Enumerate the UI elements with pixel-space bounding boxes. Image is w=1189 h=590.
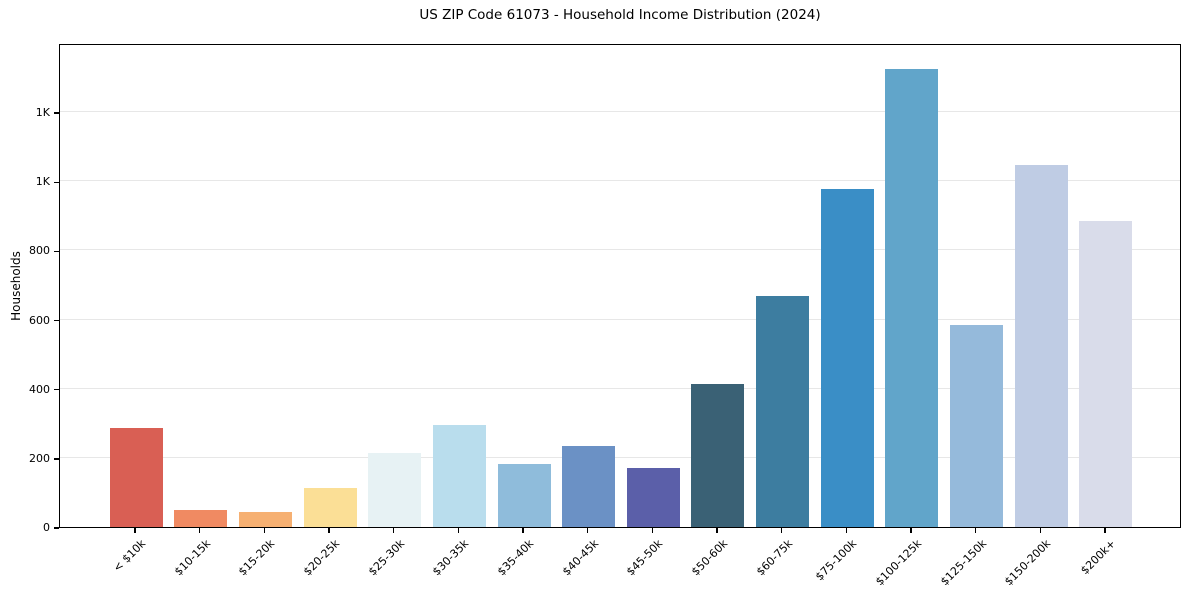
x-tick-label: $75-100k — [813, 537, 860, 584]
x-tick-mark — [974, 528, 977, 533]
x-tick-mark — [1039, 528, 1041, 533]
x-tick-mark — [263, 528, 266, 533]
x-tick-label: $50-60k — [688, 537, 731, 579]
x-tick-label: $40-45k — [559, 537, 601, 579]
bar-$200k+ — [1079, 221, 1133, 527]
y-tick-mark — [54, 389, 59, 391]
bar-$45-50k — [626, 468, 680, 527]
bar-$100-125k — [885, 68, 939, 527]
bar-$40-45k — [562, 446, 616, 527]
x-tick-mark — [198, 528, 201, 533]
x-tick-label: $15-20k — [236, 537, 278, 579]
x-tick-label: $10-15k — [171, 537, 213, 579]
x-tick-label: $60-75k — [753, 537, 795, 579]
x-tick-label: $25-30k — [365, 537, 407, 579]
x-tick-label: < $10k — [110, 537, 149, 575]
y-tick-mark — [54, 458, 59, 460]
y-tick-mark — [54, 181, 59, 183]
bar-< $10k — [109, 428, 163, 527]
x-tick-label: $20-25k — [300, 537, 343, 579]
y-tick-label: 1K — [35, 175, 50, 189]
bar-$20-25k — [303, 487, 357, 527]
bar-$50-60k — [691, 383, 745, 527]
gridline — [60, 180, 1180, 182]
y-tick-mark — [54, 112, 59, 114]
gridline — [60, 387, 1180, 389]
x-tick-label: $150-200k — [1002, 537, 1054, 589]
gridline — [60, 111, 1180, 113]
x-tick-label: $100-125k — [873, 537, 925, 589]
bar-$60-75k — [756, 296, 810, 527]
x-tick-mark — [716, 528, 718, 533]
gridline — [60, 249, 1180, 251]
bar-$25-30k — [368, 453, 422, 527]
bar-$10-15k — [174, 509, 228, 527]
x-tick-mark — [586, 528, 589, 533]
x-tick-label: $35-40k — [494, 537, 537, 579]
y-tick-mark — [54, 250, 59, 253]
x-tick-label: $125-150k — [937, 537, 989, 589]
x-tick-mark — [910, 528, 912, 533]
y-tick-label: 600 — [29, 313, 50, 327]
bar-$125-150k — [950, 325, 1004, 527]
plot-area — [59, 44, 1181, 528]
y-tick-label: 400 — [29, 382, 50, 396]
x-tick-mark — [457, 528, 460, 533]
x-tick-mark — [328, 528, 330, 533]
x-tick-mark — [845, 528, 847, 533]
x-tick-mark — [780, 528, 783, 533]
y-tick-mark — [54, 319, 59, 322]
gridline — [60, 456, 1180, 458]
bar-$75-100k — [820, 188, 874, 527]
y-tick-label: 1K — [35, 106, 50, 120]
bar-$150-200k — [1014, 164, 1068, 527]
x-tick-label: $30-35k — [430, 537, 472, 579]
y-tick-label: 800 — [29, 244, 50, 258]
x-tick-mark — [1104, 528, 1106, 533]
x-tick-label: $45-50k — [624, 537, 666, 579]
x-tick-label: $200k+ — [1078, 537, 1119, 578]
y-tick-label: 0 — [43, 521, 50, 534]
x-tick-mark — [651, 528, 654, 533]
chart-title: US ZIP Code 61073 - Household Income Dis… — [419, 7, 821, 23]
x-tick-mark — [522, 528, 524, 533]
x-tick-mark — [134, 528, 136, 533]
y-tick-mark — [54, 527, 59, 529]
bar-$15-20k — [238, 512, 292, 527]
bar-$30-35k — [432, 425, 486, 527]
bar-$35-40k — [497, 464, 551, 527]
x-tick-mark — [392, 528, 395, 533]
y-tick-label: 200 — [29, 451, 50, 465]
gridline — [60, 318, 1180, 320]
